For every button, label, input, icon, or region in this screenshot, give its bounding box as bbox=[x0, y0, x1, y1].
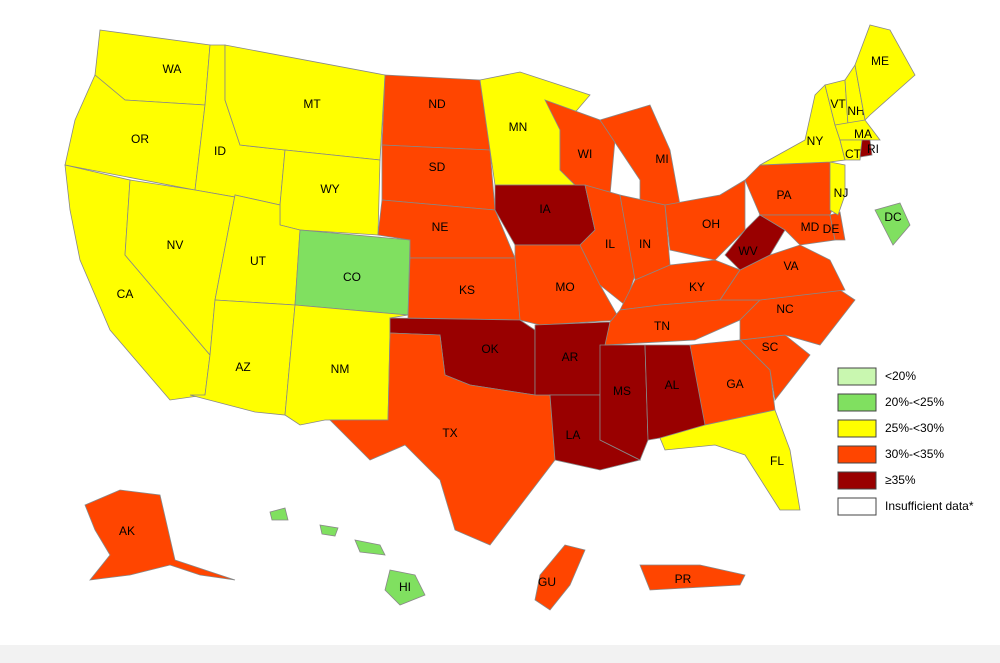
state-label: IN bbox=[639, 237, 651, 251]
legend-swatch bbox=[837, 367, 877, 386]
legend-swatch bbox=[837, 497, 877, 516]
state-label: MI bbox=[655, 152, 668, 166]
legend: <20% 20%-<25% 25%-<30% 30%-<35% ≥35% Insuffic… bbox=[837, 367, 974, 516]
state-label: GA bbox=[726, 377, 743, 391]
state-label: OH bbox=[702, 217, 720, 231]
state-label: WV bbox=[738, 244, 757, 258]
state-label: AZ bbox=[235, 360, 250, 374]
state-label: LA bbox=[566, 428, 581, 442]
state-shape bbox=[354, 539, 386, 556]
state-label: NH bbox=[847, 104, 864, 118]
state-label: VA bbox=[783, 259, 798, 273]
state-label: WY bbox=[320, 182, 339, 196]
legend-label: 30%-<35% bbox=[885, 447, 944, 461]
state-shape bbox=[329, 332, 556, 546]
legend-swatch bbox=[837, 445, 877, 464]
state-label: ME bbox=[871, 54, 889, 68]
state-label: NJ bbox=[834, 186, 849, 200]
state-label: WA bbox=[163, 62, 182, 76]
legend-label: <20% bbox=[885, 369, 916, 383]
state-label: MS bbox=[613, 384, 631, 398]
state-label: NM bbox=[331, 362, 350, 376]
legend-swatch bbox=[837, 393, 877, 412]
state-shape bbox=[639, 564, 746, 591]
state-label: NE bbox=[432, 220, 449, 234]
legend-label: Insufficient data* bbox=[885, 499, 974, 513]
state-label: CO bbox=[343, 270, 361, 284]
state-label: ND bbox=[428, 97, 446, 111]
state-shape bbox=[839, 139, 863, 161]
state-shape bbox=[384, 569, 426, 606]
state-label: AK bbox=[119, 524, 135, 538]
state-shape bbox=[829, 161, 846, 216]
bottom-strip bbox=[0, 645, 1000, 663]
state-shape bbox=[689, 339, 776, 426]
state-shape bbox=[854, 24, 916, 121]
state-shape bbox=[834, 119, 881, 141]
state-label: PR bbox=[675, 572, 692, 586]
state-label: NV bbox=[167, 238, 184, 252]
state-shape bbox=[319, 524, 339, 537]
state-label: CT bbox=[845, 147, 862, 161]
state-label: ID bbox=[214, 144, 226, 158]
state-label: NY bbox=[807, 134, 824, 148]
state-label: AL bbox=[665, 378, 680, 392]
state-label: OK bbox=[481, 342, 498, 356]
state-label: HI bbox=[399, 580, 411, 594]
state-label: MD bbox=[801, 220, 820, 234]
state-shape bbox=[269, 507, 289, 521]
state-shape bbox=[534, 544, 586, 611]
state-label: CA bbox=[117, 287, 134, 301]
state-label: FL bbox=[770, 454, 784, 468]
legend-label: 20%-<25% bbox=[885, 395, 944, 409]
state-label: IA bbox=[539, 202, 550, 216]
state-label: PA bbox=[776, 188, 791, 202]
state-shape bbox=[659, 409, 801, 511]
state-label: GU bbox=[538, 575, 556, 589]
state-label: VT bbox=[830, 97, 846, 111]
state-label: IL bbox=[605, 237, 615, 251]
state-label: MO bbox=[555, 280, 574, 294]
state-label: RI bbox=[867, 142, 879, 156]
state-shape bbox=[599, 344, 649, 461]
state-label: SC bbox=[762, 340, 779, 354]
state-label: UT bbox=[250, 254, 267, 268]
state-shape bbox=[381, 74, 491, 151]
legend-swatch bbox=[837, 471, 877, 490]
state-label: MN bbox=[509, 120, 528, 134]
state-shape bbox=[874, 202, 911, 246]
state-label: KY bbox=[689, 280, 705, 294]
state-label: NC bbox=[776, 302, 794, 316]
state-label: WI bbox=[578, 147, 593, 161]
state-shape bbox=[859, 139, 873, 158]
state-label: MA bbox=[854, 127, 872, 141]
legend-label: ≥35% bbox=[885, 473, 916, 487]
state-shape bbox=[758, 214, 836, 246]
state-label: DE bbox=[823, 222, 840, 236]
state-label: TX bbox=[442, 426, 457, 440]
state-label: KS bbox=[459, 283, 475, 297]
state-label: MT bbox=[303, 97, 321, 111]
state-label: TN bbox=[654, 319, 670, 333]
state-label: DC bbox=[884, 210, 902, 224]
legend-label: 25%-<30% bbox=[885, 421, 944, 435]
state-shape bbox=[381, 144, 496, 211]
state-shape bbox=[84, 489, 236, 581]
states: WA OR CA ID NV MT WY UT AZ CO NM ND SD NE KS OK TX MN IA MO… bbox=[64, 24, 916, 611]
state-label: SD bbox=[429, 160, 446, 174]
legend-swatch bbox=[837, 419, 877, 438]
state-label: OR bbox=[131, 132, 149, 146]
state-label: AR bbox=[562, 350, 579, 364]
